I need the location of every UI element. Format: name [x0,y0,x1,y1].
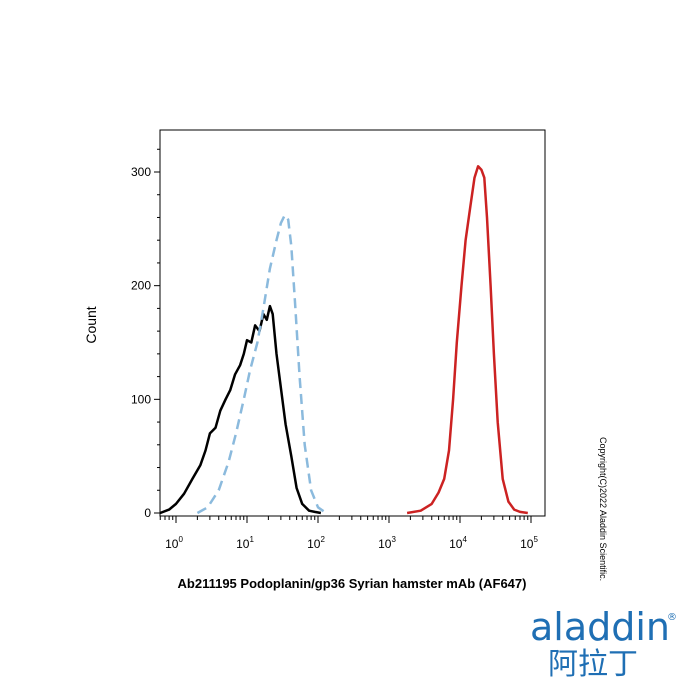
y-axis: 0 100 200 300 [131,148,160,520]
y-tick-label: 200 [131,279,151,293]
logo-english: aladdin [530,605,670,649]
y-tick-label: 100 [131,392,151,406]
copyright-text: Copyright(C)2022 Aladdin Scientific. [598,437,608,581]
x-tick-label: 101 [236,535,254,551]
x-axis-title: Ab211195 Podoplanin/gp36 Syrian hamster … [178,576,527,591]
y-tick-label: 300 [131,165,151,179]
plot-frame [159,129,546,517]
aladdin-logo: aladdin ® 阿拉丁 [530,605,677,682]
series-2-line [406,165,528,515]
x-axis: 100 101 102 103 104 105 [159,516,538,551]
x-tick-label: 105 [520,535,538,551]
x-tick-label: 104 [449,535,467,551]
logo-chinese: 阿拉丁 [548,647,638,682]
plot-border [159,129,546,517]
series-1-line [196,213,327,515]
series-layer [159,165,528,515]
logo-registered: ® [667,612,677,623]
x-tick-label: 103 [378,535,396,551]
x-tick-label: 102 [307,535,325,551]
series-0-line [159,304,322,515]
x-tick-label: 100 [165,535,183,551]
y-axis-title: Count [83,306,99,343]
y-tick-label: 0 [144,506,151,520]
